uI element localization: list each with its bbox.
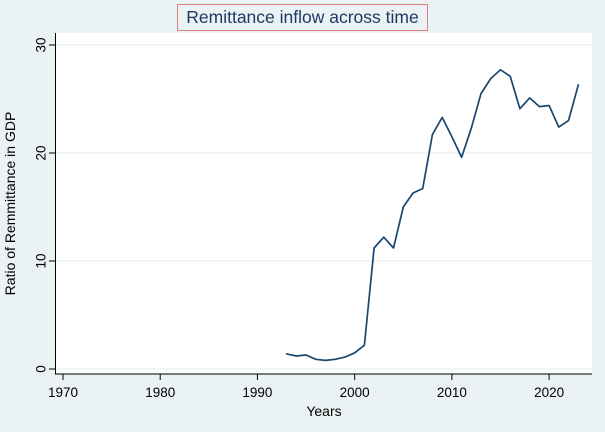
- plot-background: [56, 33, 592, 374]
- x-tick-label: 2020: [534, 385, 564, 400]
- x-tick-label: 1990: [242, 385, 272, 400]
- x-tick-label: 2000: [340, 385, 370, 400]
- y-tick-label: 0: [34, 365, 49, 373]
- chart-title: Remittance inflow across time: [177, 4, 428, 31]
- y-tick-label: 30: [34, 37, 49, 52]
- x-axis-title: Years: [306, 403, 341, 419]
- y-tick-label: 20: [34, 145, 49, 160]
- x-tick-label: 1970: [48, 385, 78, 400]
- x-tick-label: 2010: [437, 385, 467, 400]
- y-tick-label: 10: [34, 253, 49, 268]
- y-axis-title: Ratio of Remmittance in GDP: [2, 112, 18, 296]
- remittance-line: [285, 68, 580, 362]
- x-tick-label: 1980: [145, 385, 175, 400]
